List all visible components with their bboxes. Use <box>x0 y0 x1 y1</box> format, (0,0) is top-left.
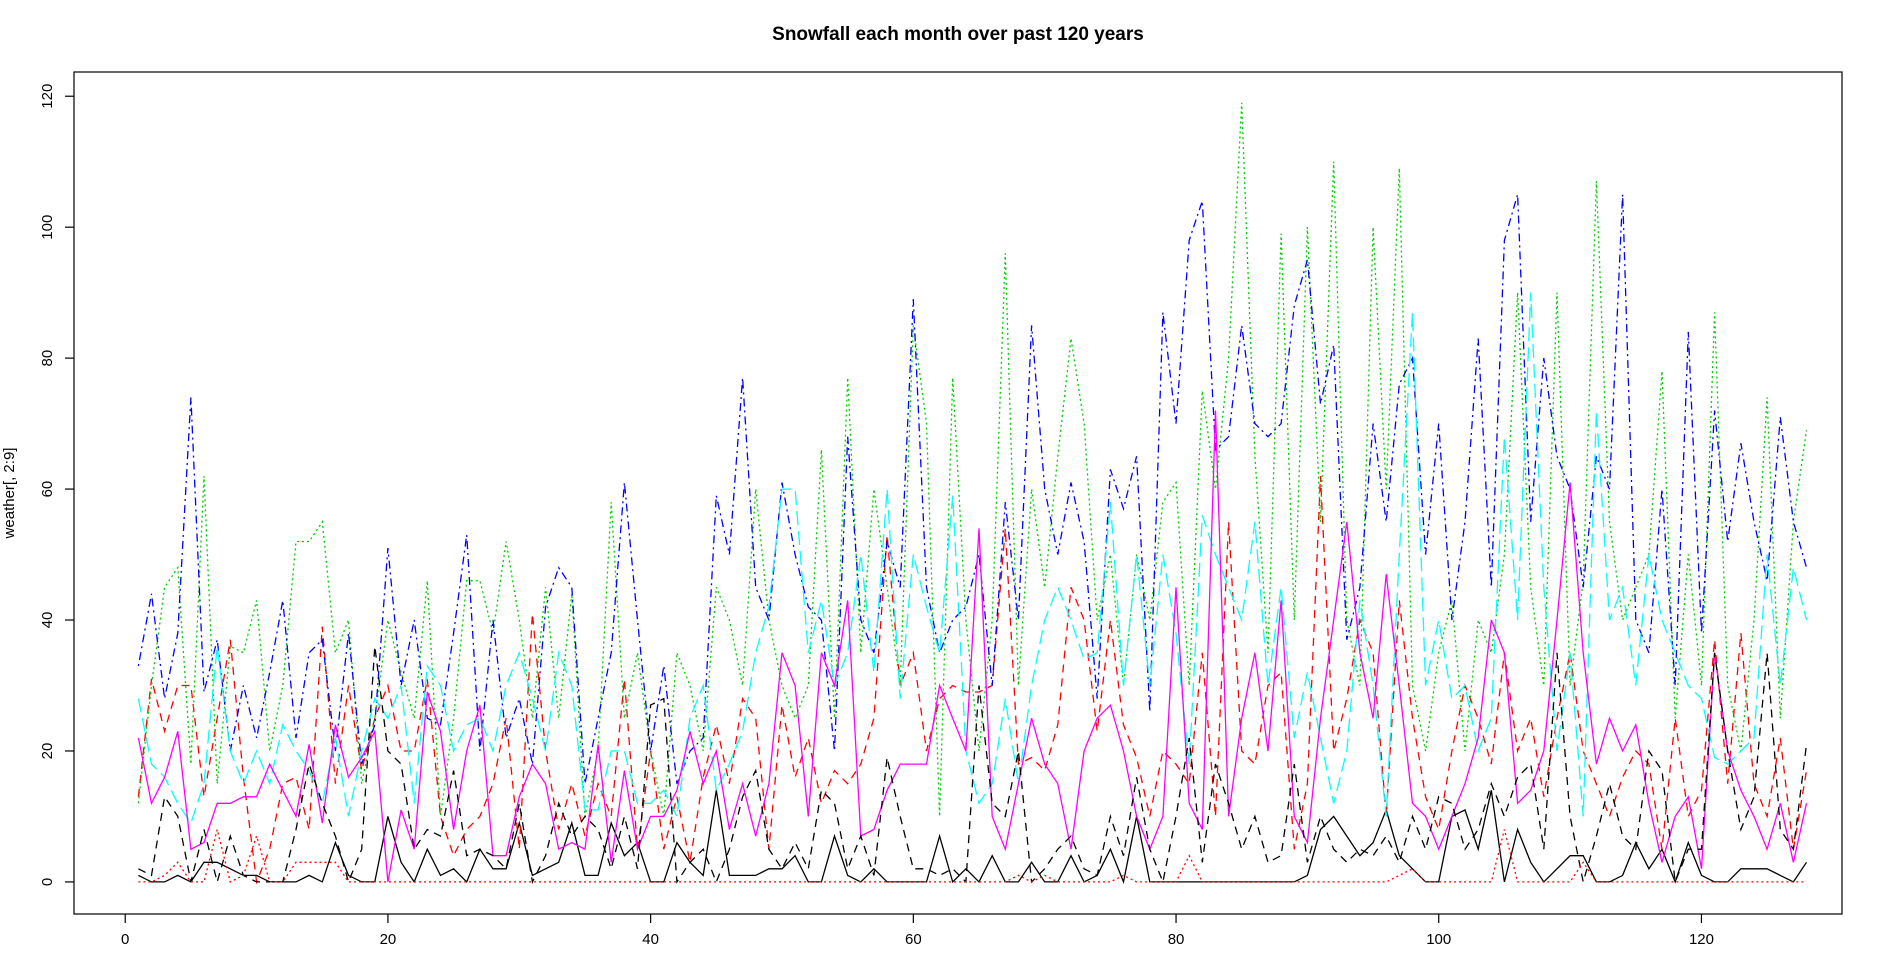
y-tick-label: 60 <box>39 481 56 498</box>
x-tick-label: 120 <box>1689 931 1714 948</box>
y-tick-label: 120 <box>39 84 56 109</box>
x-tick-label: 80 <box>1168 931 1185 948</box>
series-line <box>137 194 1808 784</box>
chart-title: Snowfall each month over past 120 years <box>772 24 1144 45</box>
series-line <box>138 790 1808 885</box>
x-tick-label: 60 <box>905 931 922 948</box>
y-tick-label: 20 <box>39 743 56 760</box>
series-line <box>138 829 1807 883</box>
x-tick-label: 20 <box>380 931 397 948</box>
series-line <box>137 102 1808 817</box>
series-line <box>137 475 1808 885</box>
series-line <box>137 292 1808 825</box>
y-tick-label: 100 <box>39 215 56 240</box>
x-tick-label: 40 <box>642 931 659 948</box>
series-line <box>138 646 1808 885</box>
y-axis-label: weather[, 2:9] <box>1 448 18 540</box>
plot-box <box>73 71 1843 915</box>
y-tick-label: 40 <box>39 612 56 629</box>
y-tick-label: 0 <box>39 878 56 886</box>
x-tick-label: 0 <box>121 931 129 948</box>
y-tick-label: 80 <box>39 350 56 367</box>
x-tick-label: 100 <box>1426 931 1451 948</box>
series-line <box>137 410 1808 883</box>
